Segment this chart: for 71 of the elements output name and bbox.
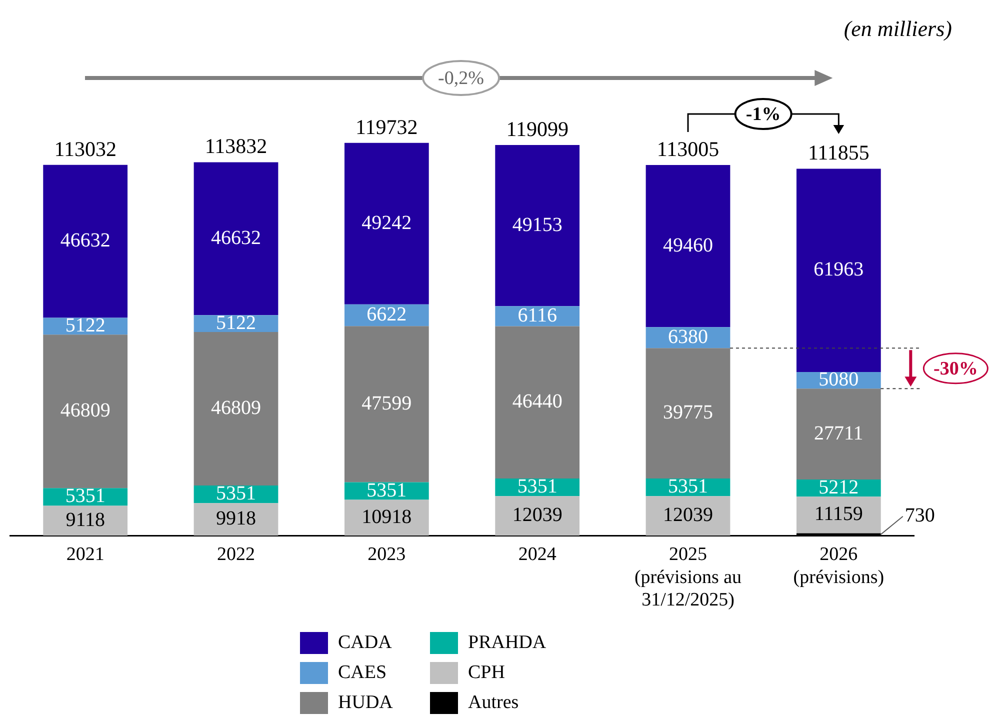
- bar: [43, 506, 128, 536]
- bar: [344, 142, 429, 304]
- data-label: 9118: [66, 508, 105, 531]
- data-label: 46632: [60, 230, 110, 252]
- text: (en milliers): [844, 16, 952, 41]
- data-label: 12039: [663, 504, 713, 526]
- total-label: 119099: [506, 116, 568, 141]
- data-label: 5351: [517, 476, 558, 498]
- total-label: 113005: [656, 136, 720, 161]
- bar: [796, 496, 881, 534]
- x-tick-label: 2022: [217, 544, 255, 565]
- x-tick-label: 2025 (prévisions au 31/12/2025): [634, 544, 742, 611]
- bar: [796, 168, 881, 372]
- bar: [646, 348, 730, 479]
- data-label: 5351: [668, 476, 708, 498]
- data-label: 49153: [512, 214, 562, 236]
- data-label: 27711: [814, 422, 864, 444]
- bar: [194, 503, 278, 536]
- data-label: 46809: [60, 400, 110, 422]
- total-label: 113832: [204, 134, 268, 158]
- bar: [43, 164, 128, 318]
- x-tick-label: 2024: [518, 544, 557, 565]
- legend-label: PRAHDA: [468, 632, 546, 654]
- data-label: 5351: [65, 485, 106, 508]
- bar: [495, 326, 580, 479]
- data-label: 5122: [216, 312, 256, 334]
- data-label: 49460: [663, 234, 713, 256]
- data-label: 39775: [663, 402, 713, 424]
- data-label: 47599: [362, 392, 412, 414]
- bar: [344, 326, 429, 482]
- data-label: 5122: [65, 314, 106, 336]
- data-label: 10918: [362, 506, 412, 528]
- data-label: 5212: [818, 476, 859, 498]
- bar: [43, 334, 128, 488]
- legend-label: Autres: [468, 692, 519, 714]
- data-label: 730: [904, 504, 935, 527]
- data-label: 6380: [668, 326, 708, 348]
- legend-label: HUDA: [338, 692, 393, 714]
- data-label: 6622: [366, 304, 407, 326]
- data-label: 46440: [512, 390, 562, 413]
- bar: [194, 332, 278, 486]
- bar: [646, 164, 730, 328]
- total-label: 113032: [54, 136, 116, 161]
- bar: [495, 496, 580, 536]
- total-label: 119732: [356, 114, 418, 139]
- text: -1%: [746, 104, 781, 125]
- data-label: 5351: [366, 479, 407, 502]
- total-label: 111855: [808, 140, 870, 165]
- bar: [495, 144, 580, 306]
- data-label: 5080: [818, 368, 859, 391]
- x-tick-label: 2026 (prévisions): [793, 544, 884, 588]
- data-label: 12039: [512, 504, 562, 526]
- data-label: 61963: [814, 258, 864, 281]
- data-label: 11159: [814, 503, 863, 526]
- data-label: 9918: [216, 508, 256, 530]
- legend-label: CADA: [338, 632, 392, 654]
- data-label: 46632: [211, 226, 261, 249]
- data-label: 46809: [211, 397, 261, 419]
- bar: [646, 496, 730, 536]
- data-label: 6116: [518, 304, 557, 326]
- bar: [344, 500, 429, 536]
- x-tick-label: 2021: [66, 544, 104, 565]
- text: -30%: [934, 358, 978, 380]
- x-tick-label: 2023: [368, 544, 406, 565]
- bar: [796, 388, 881, 480]
- data-label: 49242: [362, 212, 412, 234]
- bar: [194, 162, 278, 316]
- legend-label: CPH: [468, 662, 505, 684]
- text: -0,2%: [438, 68, 484, 89]
- legend-label: CAES: [338, 662, 387, 684]
- data-label: 5351: [216, 482, 256, 505]
